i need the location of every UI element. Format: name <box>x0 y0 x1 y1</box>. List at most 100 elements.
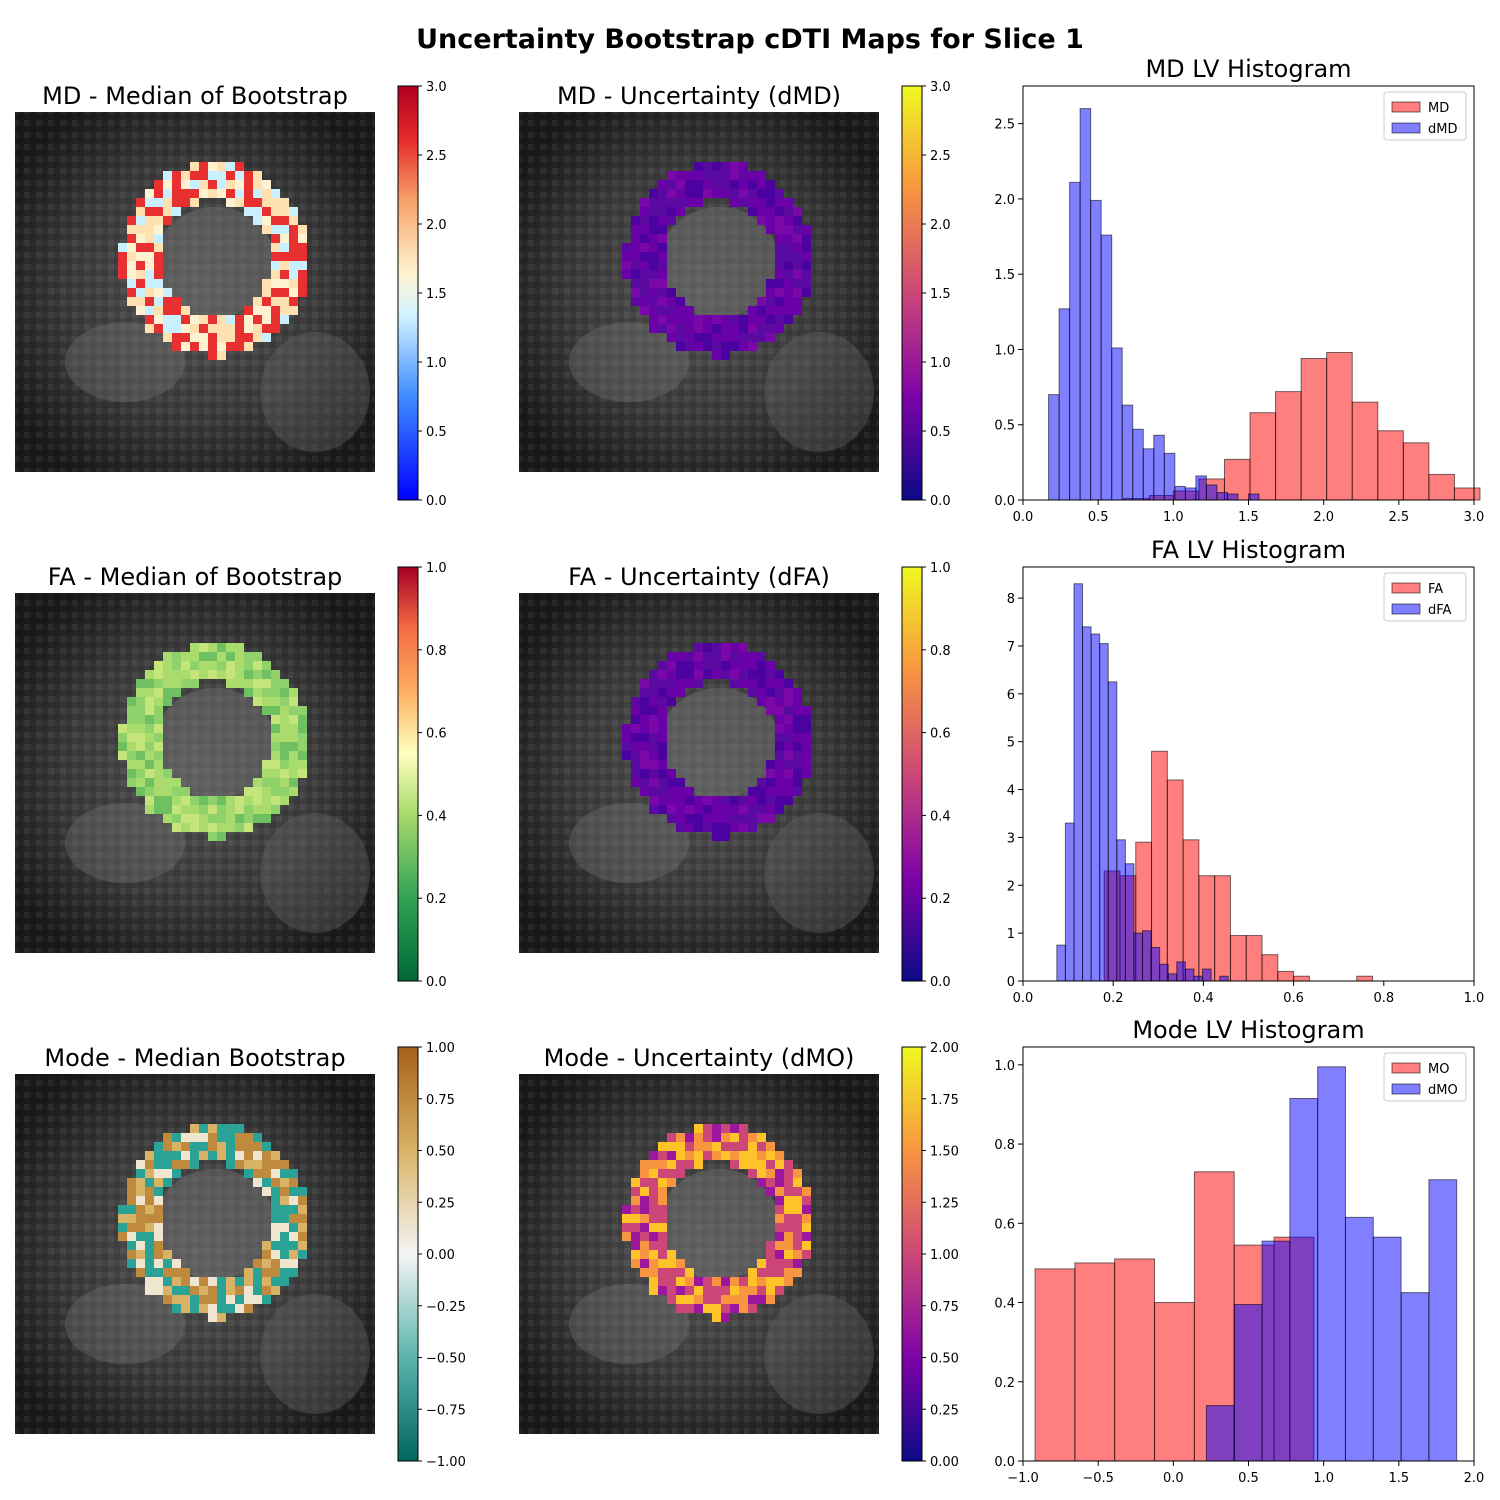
lv-pixel <box>658 1178 667 1187</box>
lv-pixel <box>253 171 262 180</box>
lv-pixel <box>172 823 181 832</box>
tissue-blob <box>764 332 874 452</box>
lv-pixel <box>262 1250 271 1259</box>
lv-pixel <box>280 288 289 297</box>
lv-pixel <box>172 306 181 315</box>
lv-pixel <box>172 661 181 670</box>
lv-pixel <box>640 751 649 760</box>
lv-pixel <box>235 342 244 351</box>
lv-pixel <box>793 733 802 742</box>
lv-pixel <box>298 1223 307 1232</box>
lv-pixel <box>127 216 136 225</box>
lv-pixel <box>154 1169 163 1178</box>
lv-pixel <box>658 715 667 724</box>
lv-pixel <box>766 1241 775 1250</box>
lv-pixel <box>721 823 730 832</box>
lv-pixel <box>136 733 145 742</box>
lv-pixel <box>721 1142 730 1151</box>
lv-pixel <box>145 805 154 814</box>
lv-pixel <box>226 661 235 670</box>
lv-pixel <box>145 1223 154 1232</box>
lv-pixel <box>280 742 289 751</box>
lv-pixel <box>703 796 712 805</box>
lv-pixel <box>271 1232 280 1241</box>
lv-pixel <box>172 342 181 351</box>
panel-title: MD - Median of Bootstrap <box>42 82 348 110</box>
lv-pixel <box>136 760 145 769</box>
lv-pixel <box>640 252 649 261</box>
lv-pixel <box>667 1259 676 1268</box>
lv-pixel <box>757 1277 766 1286</box>
lv-pixel <box>766 189 775 198</box>
lv-pixel <box>181 1295 190 1304</box>
colorbar-tick-label: 1.0 <box>426 561 447 576</box>
lv-pixel <box>622 724 631 733</box>
lv-pixel <box>685 333 694 342</box>
lv-pixel <box>217 670 226 679</box>
lv-pixel <box>694 1151 703 1160</box>
lv-pixel <box>145 270 154 279</box>
lv-pixel <box>280 679 289 688</box>
lv-pixel <box>298 1250 307 1259</box>
lv-pixel <box>154 1160 163 1169</box>
lv-pixel <box>676 1268 685 1277</box>
lv-pixel <box>775 1196 784 1205</box>
lv-pixel <box>145 207 154 216</box>
lv-pixel <box>145 1160 154 1169</box>
lv-pixel <box>667 1250 676 1259</box>
histogram-bar <box>1163 452 1176 501</box>
lv-pixel <box>127 288 136 297</box>
lv-pixel <box>127 1196 136 1205</box>
lv-pixel <box>784 697 793 706</box>
lv-pixel <box>199 162 208 171</box>
lv-pixel <box>775 1232 784 1241</box>
lv-pixel <box>127 225 136 234</box>
lv-pixel <box>667 1160 676 1169</box>
lv-pixel <box>784 688 793 697</box>
lv-pixel <box>298 225 307 234</box>
lv-pixel <box>199 1133 208 1142</box>
lv-pixel <box>793 1169 802 1178</box>
lv-pixel <box>640 769 649 778</box>
lv-pixel <box>181 796 190 805</box>
lv-pixel <box>145 1178 154 1187</box>
lv-pixel <box>253 1151 262 1160</box>
lv-pixel <box>802 706 811 715</box>
lv-pixel <box>667 769 676 778</box>
lv-pixel <box>748 342 757 351</box>
lv-pixel <box>784 1169 793 1178</box>
lv-pixel <box>172 814 181 823</box>
lv-pixel <box>757 688 766 697</box>
lv-pixel <box>757 207 766 216</box>
lv-pixel <box>667 679 676 688</box>
lv-pixel <box>298 724 307 733</box>
lv-pixel <box>217 1304 226 1313</box>
lv-pixel <box>253 661 262 670</box>
lv-pixel <box>127 297 136 306</box>
lv-pixel <box>136 688 145 697</box>
lv-pixel <box>226 324 235 333</box>
lv-pixel <box>235 679 244 688</box>
lv-pixel <box>649 751 658 760</box>
lv-pixel <box>649 1169 658 1178</box>
lv-pixel <box>127 243 136 252</box>
lv-pixel <box>217 823 226 832</box>
lv-pixel <box>640 1160 649 1169</box>
lv-pixel <box>298 760 307 769</box>
lv-pixel <box>118 733 127 742</box>
lv-pixel <box>721 1304 730 1313</box>
lv-pixel <box>289 1223 298 1232</box>
y-tick-label: 0.4 <box>994 1297 1015 1312</box>
lv-pixel <box>145 724 154 733</box>
lv-pixel <box>775 1160 784 1169</box>
histogram-bar <box>1166 779 1184 982</box>
lv-pixel <box>226 333 235 342</box>
lv-pixel <box>271 796 280 805</box>
lv-pixel <box>649 1160 658 1169</box>
lv-pixel <box>712 171 721 180</box>
lv-pixel <box>703 1124 712 1133</box>
lv-pixel <box>226 180 235 189</box>
lv-pixel <box>145 715 154 724</box>
lv-pixel <box>226 162 235 171</box>
lv-pixel <box>676 198 685 207</box>
